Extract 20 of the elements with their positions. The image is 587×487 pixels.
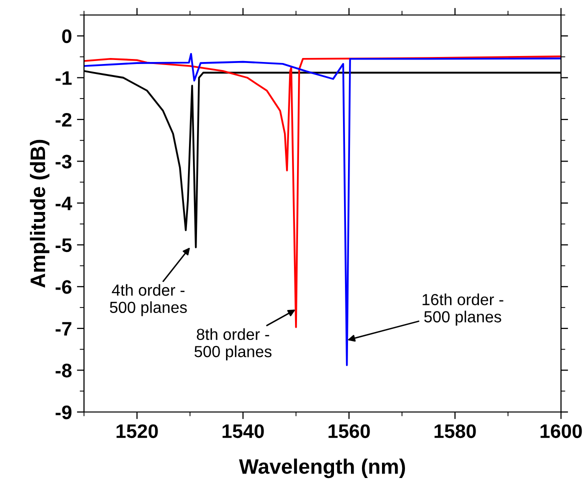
y-tick-label: -4 bbox=[56, 196, 72, 210]
annotation: 8th order - 500 planes bbox=[194, 328, 272, 360]
x-tick-label: 1600 bbox=[540, 424, 582, 438]
annotation: 16th order - 500 planes bbox=[422, 294, 504, 326]
y-tick-label: -1 bbox=[56, 71, 72, 85]
x-tick-label: 1540 bbox=[222, 424, 264, 438]
y-tick-label: -9 bbox=[56, 405, 72, 420]
y-tick-label: 0 bbox=[62, 29, 72, 44]
x-tick-label: 1580 bbox=[434, 424, 476, 438]
x-axis-title: Wavelength (nm) bbox=[239, 458, 405, 478]
y-tick-label: -2 bbox=[56, 112, 72, 127]
y-tick-label: -8 bbox=[56, 364, 72, 378]
y-tick-label: -7 bbox=[56, 322, 72, 336]
x-tick-label: 1560 bbox=[328, 424, 370, 438]
y-tick-label: -6 bbox=[56, 280, 72, 294]
y-tick-label: -3 bbox=[56, 154, 72, 169]
x-tick-label: 1520 bbox=[116, 424, 158, 438]
y-tick-label: -5 bbox=[56, 238, 72, 252]
y-axis-title: Amplitude (dB) bbox=[30, 140, 50, 288]
annotation: 4th order - 500 planes bbox=[110, 284, 187, 316]
